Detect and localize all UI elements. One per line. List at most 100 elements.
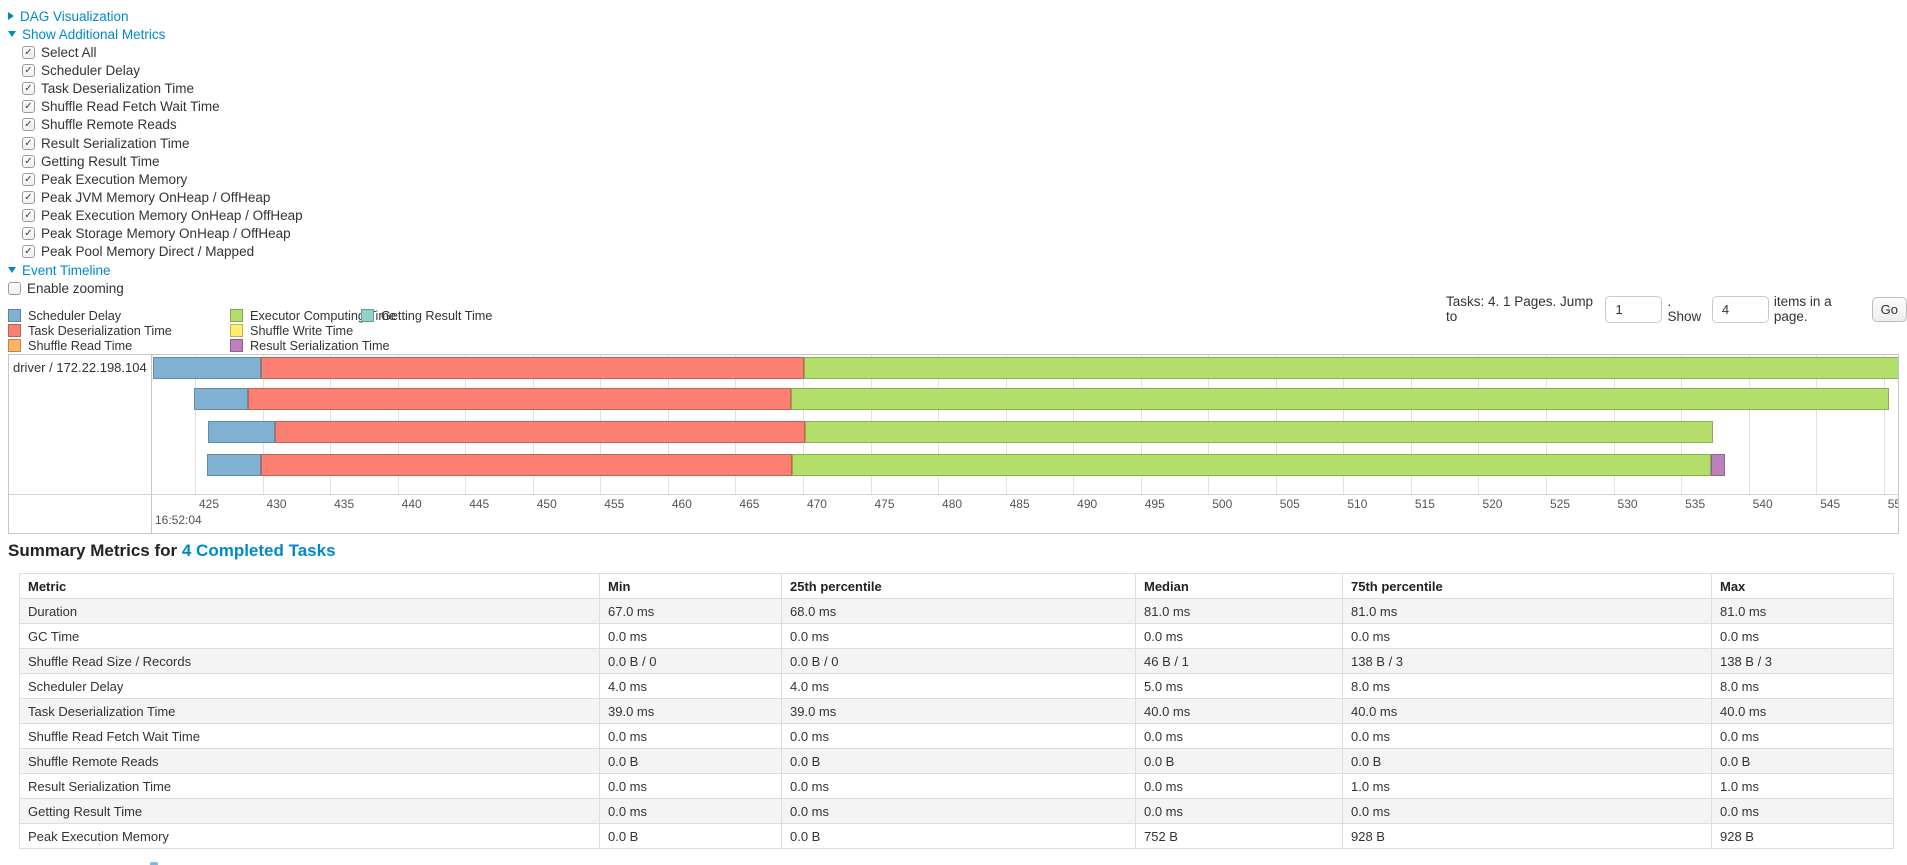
metric-value-cell: 0.0 B — [781, 748, 1136, 774]
summary-heading-text: Summary Metrics for — [8, 541, 178, 560]
axis-tick-label: 490 — [1077, 497, 1098, 511]
table-row: Shuffle Remote Reads 0.0 B 0.0 B 0.0 B 0.0 B… — [19, 748, 1894, 774]
legend-label: Shuffle Write Time — [250, 323, 354, 338]
enable-zooming-label: Enable zooming — [27, 280, 124, 296]
jump-to-page-input[interactable] — [1605, 295, 1663, 323]
task-bar-segment-executor_computing[interactable] — [805, 421, 1713, 443]
axis-tick-label: 475 — [874, 497, 895, 511]
table-row: Peak Execution Memory 0.0 B 0.0 B 752 B 928 … — [19, 823, 1894, 849]
axis-tick-label: 505 — [1279, 497, 1300, 511]
legend-swatch-scheduler_delay — [8, 309, 21, 322]
metric-checkbox[interactable]: ✓ — [22, 154, 35, 168]
metric-value-cell: 0.0 ms — [599, 773, 782, 799]
axis-tick-label: 425 — [199, 497, 220, 511]
axis-tick-label: 455 — [604, 497, 625, 511]
metric-name-cell: Getting Result Time — [19, 798, 600, 824]
completed-tasks-link[interactable]: 4 Completed Tasks — [181, 541, 336, 560]
metric-value-cell: 0.0 B / 0 — [599, 648, 782, 674]
table-column-header: Min — [599, 573, 782, 599]
metric-checkbox[interactable]: ✓ — [22, 172, 35, 186]
table-header-row: Metric Min 25th percentile Median 75th perce… — [19, 573, 1894, 599]
metric-name-cell: Result Serialization Time — [19, 773, 600, 799]
event-timeline-label: Event Timeline — [22, 262, 111, 278]
metric-checkbox[interactable]: ✓ — [22, 45, 35, 59]
table-row: Task Deserialization Time 39.0 ms 39.0 ms 4… — [19, 698, 1894, 724]
metric-checkbox[interactable]: ✓ — [22, 136, 35, 150]
metric-value-cell: 0.0 ms — [1711, 623, 1894, 649]
metric-option-row: ✓ Task Deserialization Time — [8, 80, 303, 98]
task-bar-segment-task_deserialization[interactable] — [261, 454, 792, 476]
dag-visualization-label: DAG Visualization — [20, 8, 129, 24]
event-timeline-toggle[interactable]: Event Timeline — [8, 263, 111, 278]
event-timeline-chart: driver / 172.22.198.104 425 430 435 440 445 4… — [8, 354, 1899, 534]
metric-checkbox[interactable]: ✓ — [22, 118, 35, 132]
metric-value-cell: 40.0 ms — [1711, 698, 1894, 724]
metric-value-cell: 0.0 B / 0 — [781, 648, 1136, 674]
metric-checkbox[interactable]: ✓ — [22, 190, 35, 204]
dag-visualization-toggle[interactable]: DAG Visualization — [8, 9, 129, 24]
task-bar-segment-result_serialization[interactable] — [1711, 454, 1725, 476]
legend-swatch-shuffle_read — [8, 339, 21, 352]
axis-tick-label: 440 — [401, 497, 422, 511]
expanded-arrow-icon — [8, 31, 16, 38]
metric-checkbox[interactable]: ✓ — [22, 82, 35, 96]
enable-zooming-checkbox[interactable] — [8, 281, 21, 295]
metric-checkbox[interactable]: ✓ — [22, 245, 35, 259]
metric-value-cell: 4.0 ms — [781, 673, 1136, 699]
table-row: Result Serialization Time 0.0 ms 0.0 ms 0.0… — [19, 773, 1894, 799]
metric-checkbox-label: Peak Storage Memory OnHeap / OffHeap — [41, 226, 291, 242]
stage-controls: DAG Visualization Show Additional Metric… — [8, 7, 303, 297]
go-button[interactable]: Go — [1871, 296, 1907, 322]
metric-value-cell: 81.0 ms — [1342, 598, 1712, 624]
metric-value-cell: 0.0 ms — [599, 623, 782, 649]
show-additional-metrics-toggle[interactable]: Show Additional Metrics — [8, 27, 165, 42]
timeline-gridline — [1816, 355, 1818, 494]
task-bar-segment-scheduler_delay[interactable] — [153, 357, 261, 379]
metric-checkbox[interactable]: ✓ — [22, 209, 35, 223]
task-bar-segment-task_deserialization[interactable] — [275, 421, 805, 443]
metric-value-cell: 68.0 ms — [781, 598, 1136, 624]
axis-tick-label: 450 — [536, 497, 557, 511]
metric-checkbox[interactable]: ✓ — [22, 100, 35, 114]
legend-column: Scheduler Delay Task Deserialization Time… — [8, 308, 172, 353]
axis-tick-label: 470 — [806, 497, 827, 511]
metric-name-cell: GC Time — [19, 623, 600, 649]
metric-option-row: ✓ Peak Execution Memory OnHeap / OffHeap — [8, 207, 303, 225]
page-size-input[interactable] — [1711, 295, 1769, 323]
task-bar-segment-executor_computing[interactable] — [791, 388, 1889, 410]
metric-checkbox-label: Select All — [41, 44, 97, 60]
metric-checkbox[interactable]: ✓ — [22, 227, 35, 241]
task-bar-segment-task_deserialization[interactable] — [248, 388, 791, 410]
axis-tick-label: 550 — [1887, 497, 1898, 511]
legend-item: Shuffle Write Time — [230, 323, 396, 338]
legend-column: Getting Result Time — [361, 308, 492, 323]
table-row: Shuffle Read Size / Records 0.0 B / 0 0.0 … — [19, 648, 1894, 674]
axis-tick-label: 515 — [1414, 497, 1435, 511]
legend-item: Scheduler Delay — [8, 308, 172, 323]
metric-value-cell: 0.0 ms — [1342, 723, 1712, 749]
task-bar-segment-executor_computing[interactable] — [804, 357, 1898, 379]
metric-value-cell: 0.0 ms — [599, 723, 782, 749]
legend-column: Executor Computing Time Shuffle Write Tim… — [230, 308, 396, 353]
task-bar-segment-scheduler_delay[interactable] — [194, 388, 248, 410]
metric-value-cell: 928 B — [1711, 823, 1894, 849]
metric-value-cell: 8.0 ms — [1711, 673, 1894, 699]
metric-value-cell: 0.0 ms — [781, 623, 1136, 649]
timeline-legend: Scheduler Delay Task Deserialization Time… — [0, 308, 800, 354]
summary-metrics-heading: Summary Metrics for 4 Completed Tasks — [8, 541, 336, 561]
task-bar-segment-task_deserialization[interactable] — [261, 357, 804, 379]
metric-value-cell: 0.0 B — [1135, 748, 1343, 774]
axis-tick-label: 430 — [266, 497, 287, 511]
legend-swatch-executor_computing — [230, 309, 243, 322]
metric-name-cell: Scheduler Delay — [19, 673, 600, 699]
metric-value-cell: 138 B / 3 — [1711, 648, 1894, 674]
task-bar-segment-scheduler_delay[interactable] — [207, 454, 261, 476]
axis-tick-label: 460 — [671, 497, 692, 511]
metric-checkbox[interactable]: ✓ — [22, 63, 35, 77]
metric-option-row: ✓ Shuffle Remote Reads — [8, 116, 303, 134]
next-section-partial-element[interactable] — [150, 862, 158, 865]
task-bar-segment-executor_computing[interactable] — [792, 454, 1711, 476]
task-bar-segment-scheduler_delay[interactable] — [208, 421, 275, 443]
axis-tick-label: 480 — [942, 497, 963, 511]
executor-label-column: driver / 172.22.198.104 — [9, 355, 152, 533]
